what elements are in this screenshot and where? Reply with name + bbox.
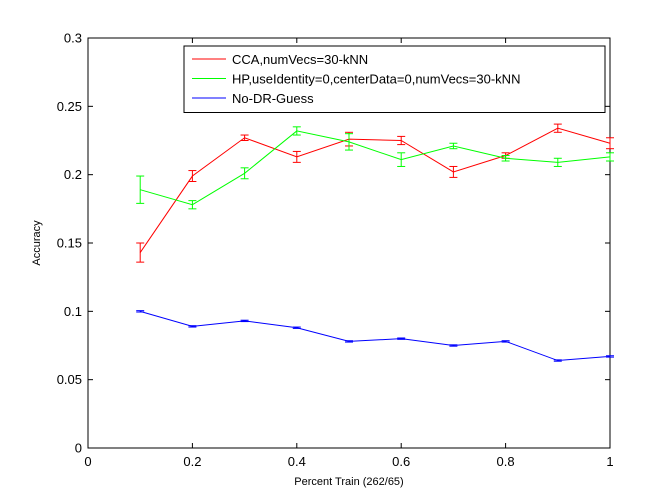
y-tick-label: 0.05 [57, 372, 82, 387]
y-tick-label: 0.1 [64, 304, 82, 319]
legend: CCA,numVecs=30-kNN HP,useIdentity=0,cente… [183, 45, 606, 113]
y-axis-label: Accuracy [31, 220, 43, 266]
y-tick-label: 0.25 [57, 99, 82, 114]
series-line [139, 127, 611, 253]
legend-label: HP,useIdentity=0,centerData=0,numVecs=30… [232, 72, 520, 87]
y-tick-label: 0.2 [64, 167, 82, 182]
x-tick-label: 0.2 [183, 454, 201, 469]
series-2 [136, 310, 614, 362]
series-line [140, 310, 611, 362]
x-tick-label: 0 [84, 454, 91, 469]
x-axis-label: Percent Train (262/65) [294, 476, 403, 488]
y-tick-label: 0.15 [57, 236, 82, 251]
series-line [140, 130, 611, 206]
series-1 [136, 126, 614, 210]
series-layer [136, 123, 614, 362]
x-tick-label: 0.6 [392, 454, 410, 469]
axis-ticks: 0 0.2 0.4 0.6 0.8 1 0 0.05 0.1 0.15 0.2 0.25 0.3 [57, 31, 614, 470]
x-tick-label: 0.4 [288, 454, 306, 469]
y-tick-label: 0.3 [64, 31, 82, 46]
legend-label: CCA,numVecs=30-kNN [232, 52, 368, 67]
y-tick-label: 0 [75, 441, 82, 456]
x-tick-label: 0.8 [497, 454, 515, 469]
legend-label: No-DR-Guess [232, 91, 314, 106]
x-tick-label: 1 [606, 454, 613, 469]
legend-box [183, 45, 606, 113]
